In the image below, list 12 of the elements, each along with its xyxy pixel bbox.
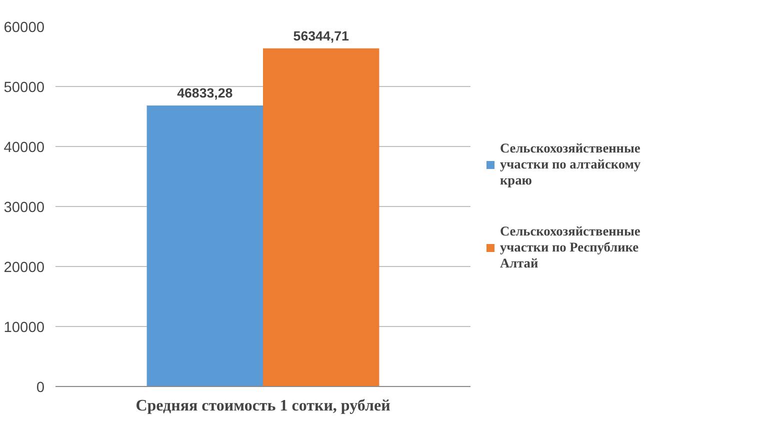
- y-tick-label: 60000: [4, 20, 45, 36]
- legend-label: Сельскохозяйственные участки по Республике Алтай: [500, 224, 640, 272]
- y-tick-label: 10000: [4, 320, 45, 336]
- legend-label: Сельскохозяйственные участки по алтайскому краю: [500, 140, 641, 188]
- y-tick-label: 30000: [4, 200, 45, 216]
- y-tick-label: 0: [36, 380, 45, 396]
- y-tick-label: 50000: [4, 80, 45, 96]
- data-label: 46833,28: [177, 86, 233, 100]
- x-tick-label: Средняя стоимость 1 сотки, рублей: [136, 398, 390, 414]
- y-tick-label: 20000: [4, 260, 45, 276]
- data-label: 56344,71: [293, 28, 350, 44]
- y-tick-label: 40000: [4, 140, 45, 156]
